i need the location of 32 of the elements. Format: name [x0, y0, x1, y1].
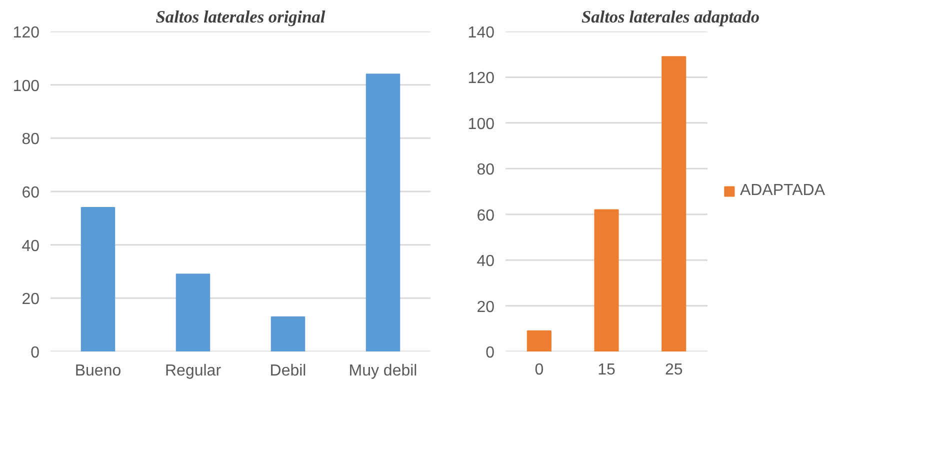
chart-title: Saltos laterales adaptado — [581, 8, 760, 26]
legend-label: ADAPTADA — [740, 182, 825, 200]
bar — [270, 316, 306, 352]
x-tick-label: Muy debil — [348, 362, 418, 380]
x-tick-label: 25 — [664, 362, 683, 378]
y-tick-label: 80 — [22, 131, 40, 148]
y-tick-label: 20 — [22, 291, 40, 308]
y-tick-label: 0 — [30, 344, 40, 362]
x-tick-label: Bueno — [74, 362, 122, 380]
y-tick-label: 100 — [468, 116, 495, 133]
y-tick-label: 60 — [476, 207, 495, 224]
y-tick-label: 20 — [476, 298, 495, 316]
y-tick-label: 100 — [12, 78, 40, 95]
y-tick-label: 120 — [468, 70, 495, 88]
y-tick-label: 140 — [468, 24, 495, 42]
bar — [594, 209, 619, 352]
bar — [80, 207, 116, 352]
x-tick-label: Debil — [270, 362, 306, 380]
x-tick-label: Regular — [164, 362, 222, 380]
y-tick-label: 80 — [476, 162, 495, 179]
bar — [526, 330, 552, 352]
chart-title: Saltos laterales original — [156, 8, 326, 26]
y-tick-label: 0 — [486, 344, 495, 362]
y-tick-label: 40 — [476, 253, 495, 270]
bar — [176, 274, 210, 352]
bar — [662, 56, 686, 352]
bar — [366, 74, 400, 352]
y-tick-label: 60 — [22, 184, 40, 202]
x-tick-label: 0 — [534, 362, 544, 378]
y-tick-label: 40 — [22, 238, 40, 255]
x-tick-label: 15 — [598, 362, 616, 378]
y-tick-label: 120 — [12, 24, 40, 42]
